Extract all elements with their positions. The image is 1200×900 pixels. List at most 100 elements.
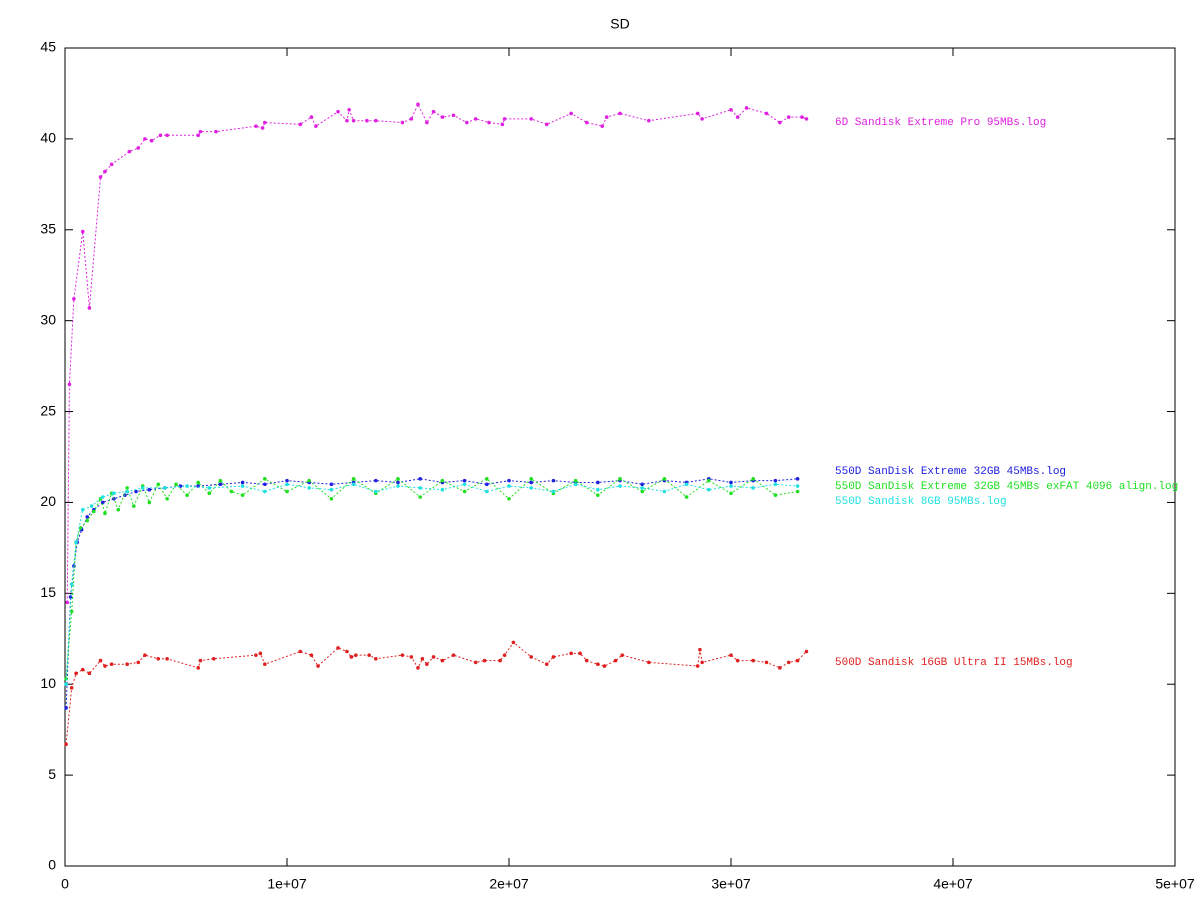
data-point bbox=[431, 655, 436, 659]
data-point bbox=[298, 649, 303, 654]
data-point bbox=[729, 484, 733, 488]
data-point bbox=[529, 477, 533, 481]
data-point bbox=[345, 118, 349, 123]
series-label: 6D Sandisk Extreme Pro 95MBs.log bbox=[835, 117, 1046, 129]
data-point bbox=[140, 486, 145, 490]
data-point bbox=[147, 500, 152, 505]
data-point bbox=[604, 115, 609, 119]
data-point bbox=[143, 653, 147, 657]
data-point bbox=[396, 480, 400, 485]
data-point bbox=[700, 117, 704, 121]
data-point bbox=[487, 120, 491, 125]
data-point bbox=[65, 600, 70, 605]
data-point bbox=[87, 671, 92, 676]
data-point bbox=[185, 493, 189, 497]
data-point bbox=[529, 117, 533, 121]
data-point bbox=[198, 658, 203, 663]
data-point bbox=[309, 115, 314, 119]
data-point bbox=[425, 120, 429, 125]
data-point bbox=[485, 489, 489, 494]
data-point bbox=[425, 662, 429, 667]
data-point bbox=[100, 495, 105, 499]
y-tick-label: 5 bbox=[48, 766, 56, 782]
data-point bbox=[507, 497, 511, 501]
data-point bbox=[285, 482, 289, 487]
data-point bbox=[309, 653, 314, 657]
data-point bbox=[573, 478, 578, 483]
data-point bbox=[751, 658, 755, 663]
data-point bbox=[158, 133, 163, 138]
data-point bbox=[136, 660, 141, 665]
y-tick-label: 40 bbox=[40, 130, 56, 146]
data-point bbox=[482, 658, 487, 663]
data-point bbox=[64, 742, 68, 747]
data-point bbox=[336, 109, 340, 114]
data-point bbox=[85, 518, 89, 523]
data-point bbox=[735, 115, 740, 119]
data-point bbox=[109, 662, 114, 667]
data-point bbox=[307, 478, 312, 483]
data-point bbox=[544, 122, 549, 127]
data-point bbox=[416, 666, 420, 670]
data-point bbox=[78, 526, 83, 530]
data-point bbox=[229, 489, 234, 494]
data-point bbox=[258, 651, 263, 656]
data-point bbox=[778, 120, 782, 125]
data-point bbox=[298, 122, 303, 127]
data-point bbox=[778, 666, 782, 670]
data-point bbox=[103, 169, 107, 174]
data-point bbox=[729, 653, 733, 657]
data-point bbox=[620, 653, 625, 657]
data-point bbox=[156, 656, 161, 661]
data-point bbox=[240, 493, 245, 497]
y-tick-label: 20 bbox=[40, 493, 56, 509]
data-point bbox=[786, 115, 791, 119]
data-point bbox=[103, 664, 107, 668]
data-point bbox=[316, 664, 320, 668]
data-point bbox=[214, 129, 218, 134]
data-point bbox=[698, 647, 702, 652]
data-point bbox=[596, 487, 600, 492]
data-point bbox=[218, 478, 223, 483]
data-point bbox=[207, 486, 212, 490]
series-line bbox=[65, 478, 798, 679]
data-point bbox=[795, 484, 800, 488]
data-point bbox=[695, 111, 700, 116]
data-point bbox=[647, 660, 651, 665]
data-point bbox=[349, 655, 354, 659]
data-point bbox=[451, 653, 456, 657]
data-point bbox=[751, 486, 755, 490]
data-point bbox=[125, 486, 129, 490]
series-line bbox=[65, 478, 798, 708]
y-tick-label: 30 bbox=[40, 311, 56, 327]
data-point bbox=[529, 655, 533, 659]
data-point bbox=[804, 649, 809, 654]
data-point bbox=[254, 653, 258, 657]
data-point bbox=[260, 126, 265, 130]
data-point bbox=[647, 118, 651, 123]
x-tick-label: 3e+07 bbox=[711, 876, 751, 892]
data-point bbox=[529, 480, 533, 485]
data-point bbox=[149, 138, 154, 143]
data-point bbox=[773, 482, 778, 487]
chart-title: SD bbox=[610, 16, 629, 32]
data-point bbox=[573, 482, 578, 487]
data-point bbox=[507, 484, 511, 488]
data-point bbox=[174, 482, 178, 487]
data-point bbox=[409, 117, 414, 121]
data-point bbox=[465, 120, 469, 125]
data-point bbox=[240, 484, 245, 488]
data-point bbox=[529, 486, 533, 490]
data-point bbox=[396, 477, 400, 481]
x-tick-label: 0 bbox=[61, 876, 69, 892]
data-point bbox=[618, 111, 622, 116]
data-point bbox=[400, 120, 405, 125]
data-point bbox=[80, 667, 85, 672]
data-point bbox=[351, 482, 356, 487]
data-point bbox=[511, 640, 516, 645]
data-point bbox=[198, 129, 203, 134]
data-point bbox=[431, 109, 436, 114]
data-point bbox=[795, 477, 800, 481]
data-point bbox=[307, 486, 312, 490]
